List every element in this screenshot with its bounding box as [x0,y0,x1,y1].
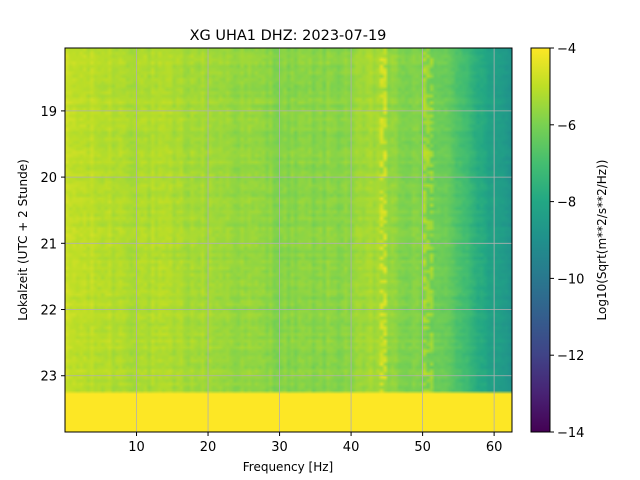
x-axis: 10 20 30 40 50 60 [128,432,502,455]
colorbar-ticks: −4 −6 −8 −10 −12 −14 [550,42,584,441]
colorbar-tick-label: −8 [557,196,576,211]
x-tick-label: 40 [343,440,360,455]
chart-title: XG UHA1 DHZ: 2023-07-19 [190,28,387,44]
y-tick-label: 20 [40,171,57,186]
y-tick-label: 23 [40,370,57,385]
x-tick-label: 60 [486,440,503,455]
colorbar-tick-label: −14 [557,426,584,441]
spectrogram-image [65,48,512,432]
y-axis: 19 20 21 22 23 [40,105,65,385]
x-tick-label: 30 [271,440,288,455]
plot-area: 10 20 30 40 50 60 19 20 21 22 23 [40,47,513,455]
grid-lines [65,48,512,432]
colorbar-tick-label: −4 [557,42,576,57]
x-tick-label: 10 [128,440,145,455]
x-axis-label: Frequency [Hz] [243,460,334,474]
y-tick-label: 19 [40,105,57,120]
y-tick-label: 22 [40,304,57,319]
y-axis-label: Lokalzeit (UTC + 2 Stunde) [16,159,30,321]
colorbar-gradient [530,47,551,433]
plot-frame [64,47,513,433]
colorbar-tick-label: −6 [557,119,576,134]
colorbar: −4 −6 −8 −10 −12 −14 Log10(Sqrt(m**2/s**2/Hz)… [530,42,609,441]
colorbar-tick-label: −10 [557,272,584,287]
y-tick-label: 21 [40,237,57,252]
x-tick-label: 50 [414,440,431,455]
x-tick-label: 20 [200,440,217,455]
spectrogram-cells [65,48,512,432]
colorbar-label: Log10(Sqrt(m**2/s**2/Hz)) [595,160,609,321]
colorbar-tick-label: −12 [557,349,584,364]
